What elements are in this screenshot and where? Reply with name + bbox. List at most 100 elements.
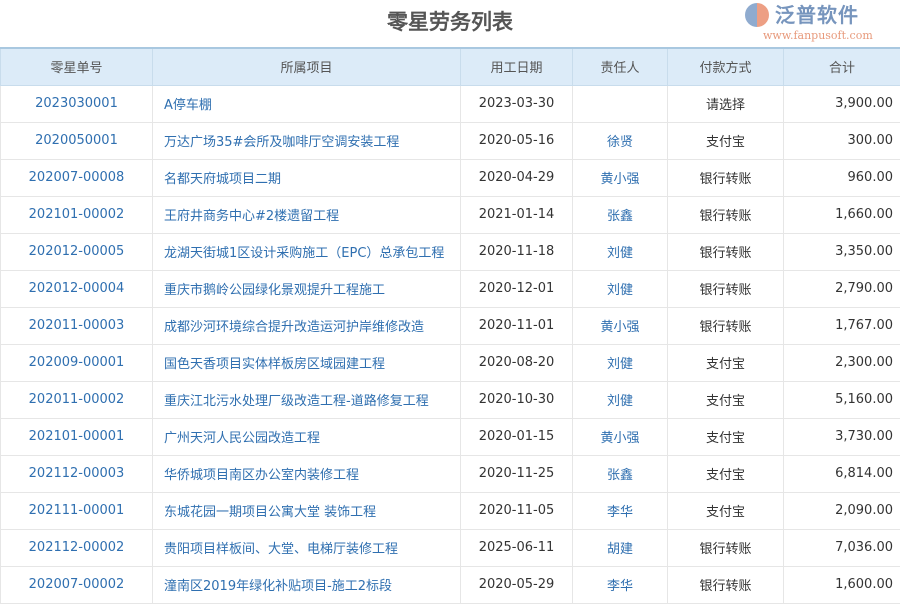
project-link[interactable]: 广州天河人民公园改造工程 [153, 418, 461, 455]
owner: 徐贤 [573, 122, 668, 159]
order-number-link[interactable]: 202112-00003 [1, 455, 153, 492]
total-amount: 2,300.00 [784, 344, 900, 381]
total-amount: 1,600.00 [784, 566, 900, 603]
payment-method: 支付宝 [668, 455, 784, 492]
order-number-link[interactable]: 2023030001 [1, 85, 153, 122]
owner [573, 85, 668, 122]
payment-method: 银行转账 [668, 529, 784, 566]
work-date: 2020-10-30 [461, 381, 573, 418]
owner: 李华 [573, 492, 668, 529]
table-header: 零星单号 所属项目 用工日期 责任人 付款方式 合计 [1, 48, 900, 85]
owner: 胡建 [573, 529, 668, 566]
owner: 李华 [573, 566, 668, 603]
owner: 刘健 [573, 270, 668, 307]
owner: 黄小强 [573, 159, 668, 196]
order-number-link[interactable]: 202012-00005 [1, 233, 153, 270]
project-link[interactable]: 王府井商务中心#2楼遗留工程 [153, 196, 461, 233]
order-number-link[interactable]: 202101-00002 [1, 196, 153, 233]
project-link[interactable]: 国色天香项目实体样板房区域园建工程 [153, 344, 461, 381]
order-number-link[interactable]: 202112-00002 [1, 529, 153, 566]
total-amount: 3,350.00 [784, 233, 900, 270]
total-amount: 960.00 [784, 159, 900, 196]
work-date: 2023-03-30 [461, 85, 573, 122]
payment-method: 银行转账 [668, 233, 784, 270]
payment-method: 支付宝 [668, 492, 784, 529]
order-number-link[interactable]: 202007-00002 [1, 566, 153, 603]
watermark-url: www.fanpusoft.com [763, 29, 873, 42]
order-number-link[interactable]: 202007-00008 [1, 159, 153, 196]
payment-method: 支付宝 [668, 344, 784, 381]
work-date: 2020-04-29 [461, 159, 573, 196]
order-number-link[interactable]: 202011-00003 [1, 307, 153, 344]
work-date: 2020-08-20 [461, 344, 573, 381]
owner: 刘健 [573, 233, 668, 270]
order-number-link[interactable]: 202011-00002 [1, 381, 153, 418]
project-link[interactable]: 潼南区2019年绿化补贴项目-施工2标段 [153, 566, 461, 603]
col-header-date[interactable]: 用工日期 [461, 48, 573, 85]
work-date: 2020-11-01 [461, 307, 573, 344]
work-date: 2020-11-25 [461, 455, 573, 492]
project-link[interactable]: 成都沙河环境综合提升改造运河护岸维修改造 [153, 307, 461, 344]
col-header-total[interactable]: 合计 [784, 48, 900, 85]
owner: 张鑫 [573, 455, 668, 492]
fanpu-logo-icon [745, 3, 769, 27]
payment-method: 银行转账 [668, 307, 784, 344]
payment-method: 支付宝 [668, 122, 784, 159]
order-number-link[interactable]: 202012-00004 [1, 270, 153, 307]
total-amount: 2,790.00 [784, 270, 900, 307]
payment-method: 银行转账 [668, 270, 784, 307]
project-link[interactable]: 贵阳项目样板间、大堂、电梯厅装修工程 [153, 529, 461, 566]
order-number-link[interactable]: 202101-00001 [1, 418, 153, 455]
project-link[interactable]: A停车棚 [153, 85, 461, 122]
watermark-name: 泛普软件 [775, 3, 859, 27]
owner: 刘健 [573, 344, 668, 381]
project-link[interactable]: 重庆市鹅岭公园绿化景观提升工程施工 [153, 270, 461, 307]
payment-method: 支付宝 [668, 381, 784, 418]
project-link[interactable]: 华侨城项目南区办公室内装修工程 [153, 455, 461, 492]
payment-method: 支付宝 [668, 418, 784, 455]
watermark: 泛普软件 www.fanpusoft.com [745, 2, 859, 28]
col-header-payment[interactable]: 付款方式 [668, 48, 784, 85]
project-link[interactable]: 名都天府城项目二期 [153, 159, 461, 196]
order-number-link[interactable]: 202009-00001 [1, 344, 153, 381]
work-date: 2025-06-11 [461, 529, 573, 566]
work-date: 2020-11-05 [461, 492, 573, 529]
order-number-link[interactable]: 2020050001 [1, 122, 153, 159]
owner: 黄小强 [573, 418, 668, 455]
work-date: 2021-01-14 [461, 196, 573, 233]
project-link[interactable]: 龙湖天街城1区设计采购施工（EPC）总承包工程 [153, 233, 461, 270]
total-amount: 3,730.00 [784, 418, 900, 455]
total-amount: 1,767.00 [784, 307, 900, 344]
order-number-link[interactable]: 202111-00001 [1, 492, 153, 529]
total-amount: 5,160.00 [784, 381, 900, 418]
payment-method: 请选择 [668, 85, 784, 122]
project-link[interactable]: 万达广场35#会所及咖啡厅空调安装工程 [153, 122, 461, 159]
project-link[interactable]: 重庆江北污水处理厂级改造工程-道路修复工程 [153, 381, 461, 418]
project-link[interactable]: 东城花园一期项目公寓大堂 装饰工程 [153, 492, 461, 529]
col-header-number[interactable]: 零星单号 [1, 48, 153, 85]
payment-method: 银行转账 [668, 566, 784, 603]
work-date: 2020-01-15 [461, 418, 573, 455]
work-date: 2020-12-01 [461, 270, 573, 307]
total-amount: 3,900.00 [784, 85, 900, 122]
col-header-project[interactable]: 所属项目 [153, 48, 461, 85]
payment-method: 银行转账 [668, 196, 784, 233]
total-amount: 1,660.00 [784, 196, 900, 233]
col-header-owner[interactable]: 责任人 [573, 48, 668, 85]
